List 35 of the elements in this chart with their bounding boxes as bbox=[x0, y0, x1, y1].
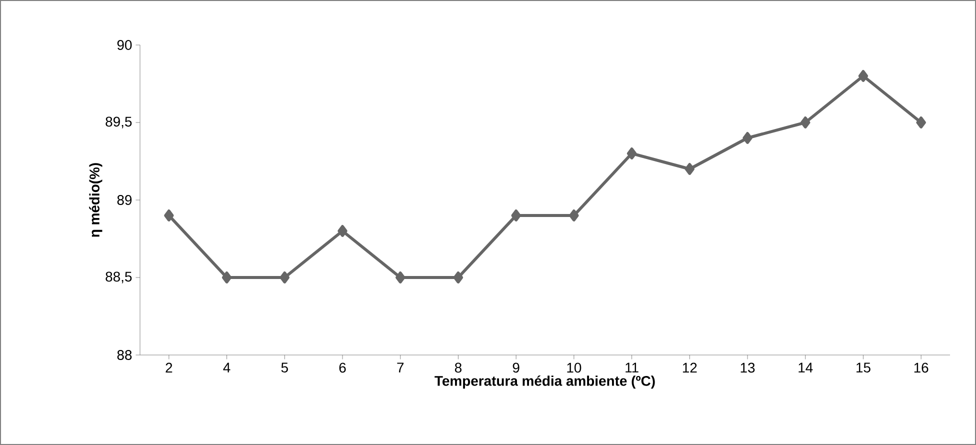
point bbox=[684, 163, 695, 175]
x-tick-label: 7 bbox=[397, 362, 404, 372]
x-tick-label: 14 bbox=[798, 362, 813, 372]
x-tick-label: 13 bbox=[740, 362, 755, 373]
x-tick-label: 9 bbox=[512, 362, 520, 373]
point bbox=[222, 272, 232, 284]
x-tick-label: 12 bbox=[682, 362, 697, 373]
point bbox=[800, 116, 810, 128]
y-tick-label: 89,5 bbox=[106, 116, 132, 128]
point bbox=[626, 148, 637, 160]
x-tick-label: 8 bbox=[454, 362, 462, 373]
point bbox=[858, 70, 868, 82]
point bbox=[569, 210, 579, 222]
y-tick-label: 88 bbox=[117, 350, 132, 360]
y-tick-label: 89 bbox=[117, 195, 132, 205]
x-tick-label: 16 bbox=[914, 362, 928, 373]
x-tick-label: 10 bbox=[567, 362, 582, 373]
x-tick-label: 6 bbox=[339, 362, 346, 373]
y-tick-label: 90 bbox=[117, 40, 132, 50]
point bbox=[742, 132, 752, 144]
y-axis-title: η médio(%) bbox=[89, 163, 102, 237]
point bbox=[396, 272, 406, 284]
x-tick-label: 4 bbox=[223, 362, 230, 372]
point bbox=[338, 225, 348, 237]
point bbox=[280, 272, 290, 284]
point bbox=[453, 272, 464, 284]
x-tick-label: 15 bbox=[856, 362, 870, 373]
point bbox=[916, 116, 926, 128]
x-tick-label: 11 bbox=[626, 362, 638, 372]
y-tick-label: 88,5 bbox=[106, 272, 132, 284]
x-tick-label: 5 bbox=[281, 362, 288, 373]
x-tick-label: 2 bbox=[166, 362, 172, 373]
point bbox=[164, 210, 174, 222]
x-axis-title: Temperatura média ambiente (ºC) bbox=[434, 375, 655, 389]
point bbox=[511, 210, 521, 222]
